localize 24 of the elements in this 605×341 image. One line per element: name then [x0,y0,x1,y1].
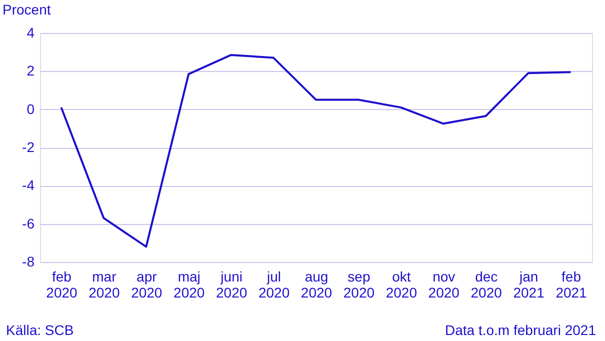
x-tick-label: okt 2020 [386,268,418,300]
x-tick-label: feb 2020 [46,268,78,300]
y-axis-title: Procent [2,2,51,18]
y-tick-label: -4 [22,177,35,194]
text: Källa: SCB [6,322,74,338]
x-tick-label: maj 2020 [174,268,205,300]
text: Data t.o.m februari 2021 [445,322,596,338]
x-tick-label: mar 2020 [88,268,120,300]
x-tick-label: nov 2020 [428,268,460,300]
y-tick-label: -2 [22,139,35,155]
x-tick-label: dec 2020 [470,268,502,300]
y-tick-label: -8 [22,254,35,270]
x-tick-label: apr 2020 [131,268,162,300]
line-series [60,54,572,248]
y-tick-label: 0 [26,100,35,117]
x-tick-label: jan 2021 [513,268,545,300]
x-tick-label: sep 2020 [343,268,375,300]
y-tick-label: -6 [22,215,35,232]
x-tick-label: feb 2021 [556,268,588,300]
x-tick-label: aug 2020 [300,268,332,300]
x-tick-label: jul 2020 [258,268,290,300]
y-tick-label: 2 [26,62,35,79]
x-tick-label: juni 2020 [216,268,248,300]
y-tick-label: 4 [26,24,35,40]
